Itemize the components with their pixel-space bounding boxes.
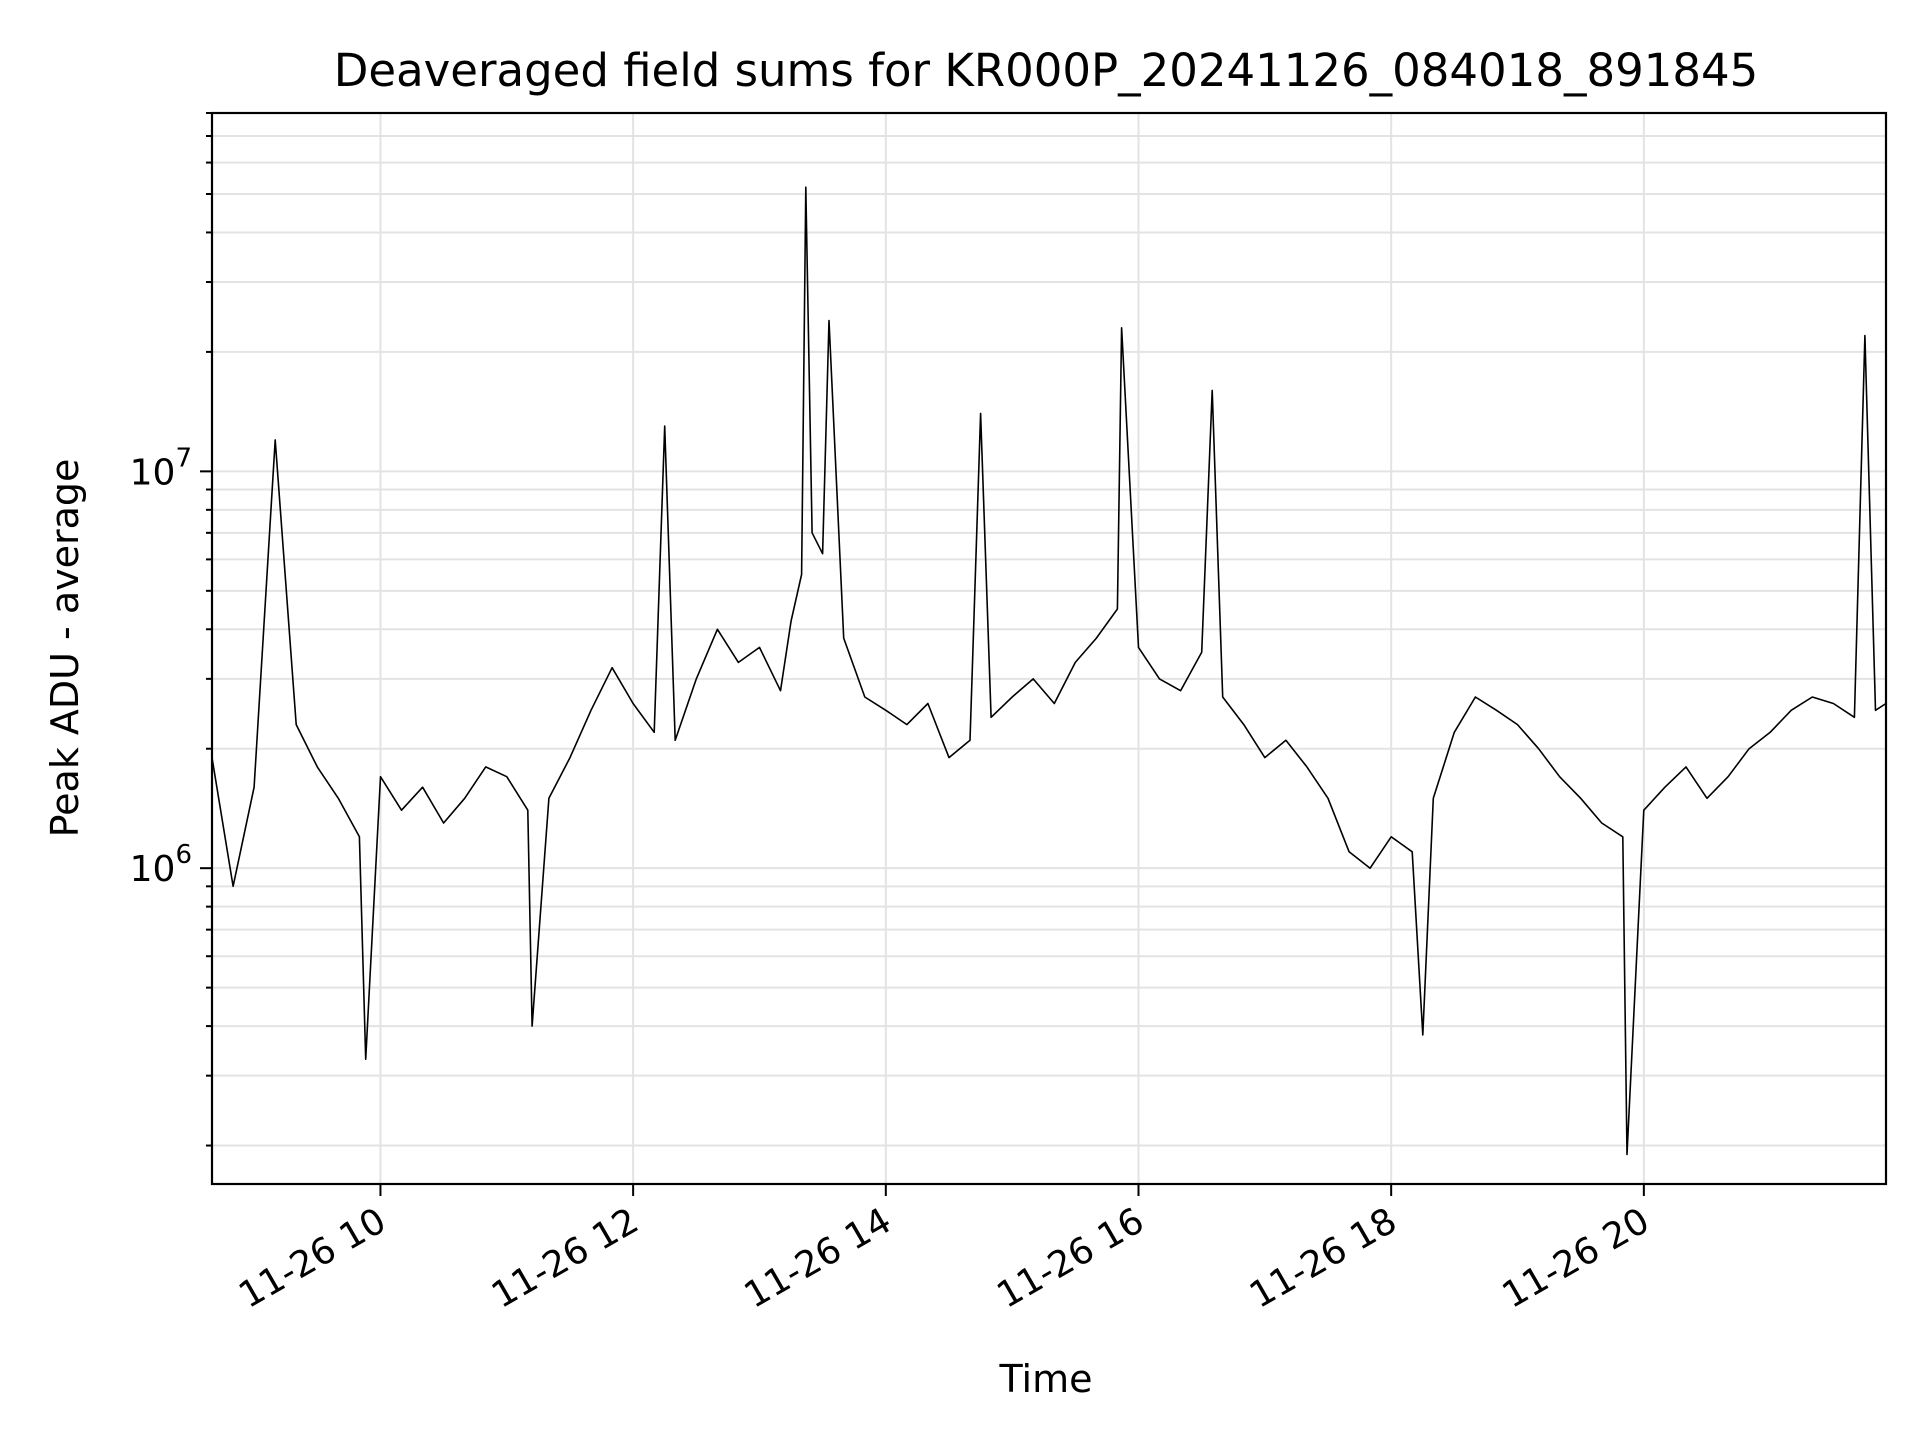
series-layer <box>211 186 1887 1156</box>
y-tick-label: 107 <box>130 443 192 493</box>
y-axis-label: Peak ADU - average <box>43 459 87 838</box>
y-tick-label-base: 10 <box>130 849 176 890</box>
x-axis-label: Time <box>999 1357 1093 1401</box>
grid-lines <box>212 112 1886 1184</box>
chart-title: Deaveraged field sums for KR000P_2024112… <box>334 44 1758 97</box>
y-tick-label-base: 10 <box>130 452 176 493</box>
y-tick-label: 106 <box>130 840 192 890</box>
plot-frame <box>210 111 1888 1186</box>
y-tick-label-exponent: 6 <box>175 840 192 870</box>
y-tick-label-exponent: 7 <box>175 443 192 473</box>
series-line <box>211 186 1887 1156</box>
